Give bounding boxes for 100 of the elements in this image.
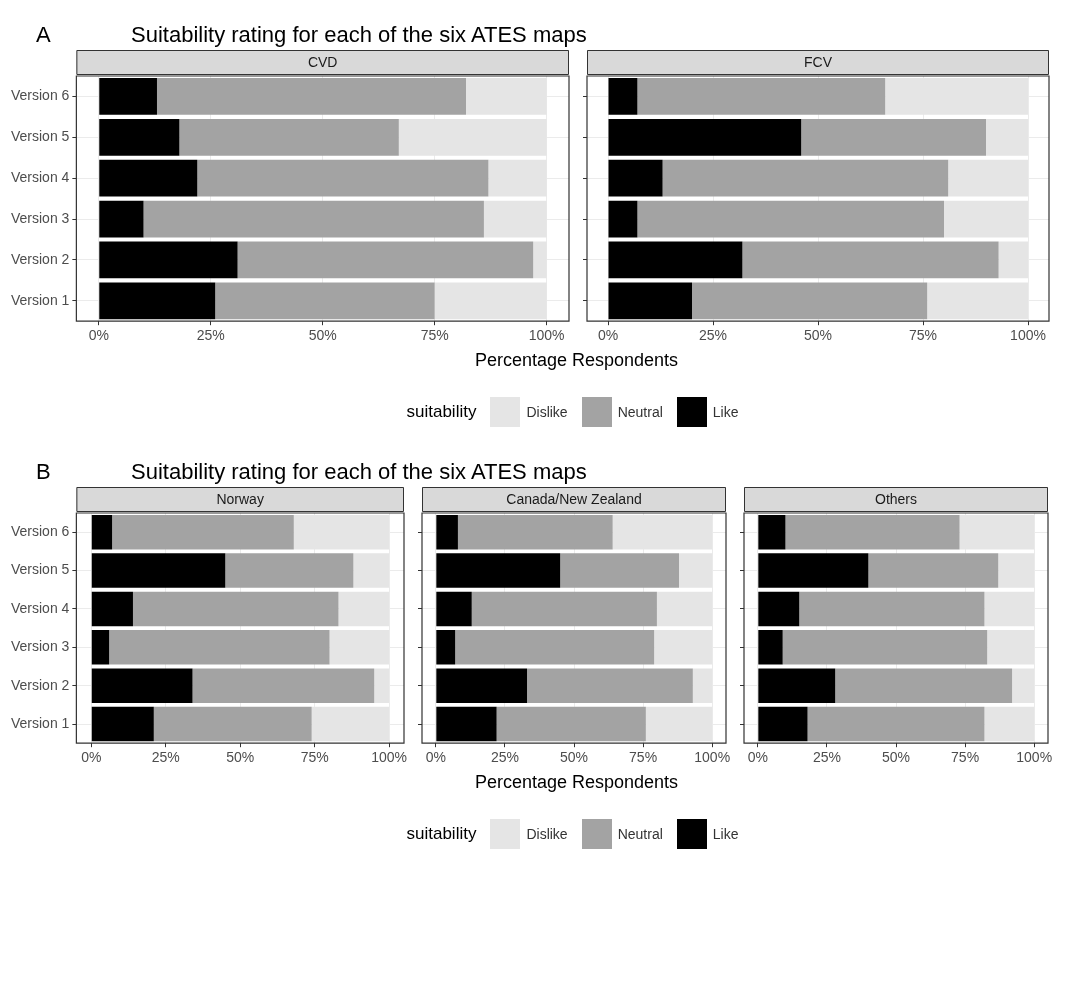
bar [143, 200, 484, 238]
bar [91, 630, 110, 665]
legend-title: suitability [406, 402, 477, 422]
y-tick-label: Version 1 [11, 714, 70, 731]
bar [192, 668, 375, 703]
x-axis-title: Percentage Respondents [473, 772, 680, 793]
bar [758, 514, 786, 550]
text: Like [712, 826, 739, 842]
bar [637, 200, 944, 238]
text: Neutral [617, 826, 663, 842]
bar [662, 159, 949, 197]
bar [758, 591, 800, 627]
x-tick-label: 50% [308, 327, 337, 344]
bar [835, 668, 1013, 703]
x-tick-label: 25% [812, 749, 841, 766]
x-tick-label: 75% [908, 327, 938, 344]
bar [132, 591, 339, 627]
text: B [36, 459, 51, 484]
bar [109, 630, 330, 665]
x-tick-label: 0% [747, 749, 768, 766]
bar [436, 514, 458, 550]
x-tick-label: 75% [420, 327, 449, 344]
y-tick-label: Version 1 [11, 291, 70, 308]
bar [560, 553, 680, 588]
bar [215, 282, 435, 320]
bar [455, 630, 655, 665]
bar [179, 118, 399, 156]
x-tick-label: 75% [951, 749, 980, 766]
bar [99, 159, 198, 197]
x-tick-label: 50% [226, 749, 255, 766]
legend-label: Neutral [617, 404, 663, 420]
bar [153, 706, 312, 742]
bar [436, 591, 472, 627]
x-tick-label: 50% [559, 749, 589, 766]
x-tick-label: 25% [490, 749, 519, 766]
bar [608, 78, 638, 115]
bar [782, 630, 988, 665]
text: A [36, 22, 51, 47]
x-tick-label: 25% [196, 327, 225, 344]
bar [436, 553, 561, 588]
bar [436, 668, 528, 703]
x-tick-label: 75% [300, 749, 329, 766]
x-tick-label: 25% [151, 749, 180, 766]
y-tick-label: Version 4 [11, 169, 70, 186]
bar [91, 553, 226, 588]
y-tick-label: Version 2 [11, 250, 70, 267]
bar [692, 282, 928, 320]
x-tick-label: 0% [597, 327, 619, 344]
y-tick-label: Version 5 [11, 128, 70, 145]
bar [225, 553, 354, 588]
bar [99, 282, 216, 320]
bar [156, 78, 466, 115]
bar [608, 282, 692, 320]
bar [785, 514, 960, 550]
x-tick-label: 75% [629, 749, 658, 766]
chart-subtitle: FCV [804, 53, 833, 70]
bar [608, 118, 802, 156]
x-tick-label: 100% [1010, 327, 1046, 344]
y-tick-label: Version 5 [11, 561, 70, 578]
bar [91, 668, 193, 703]
y-tick-label: Version 6 [11, 87, 70, 104]
bar [758, 706, 808, 742]
x-tick-label: 100% [1016, 749, 1053, 766]
legend-label: Dislike [526, 404, 568, 420]
bar [457, 514, 613, 550]
x-tick-label: 100% [528, 327, 565, 344]
bar [758, 668, 836, 703]
bar [237, 241, 534, 279]
bar [91, 514, 113, 550]
chart-subtitle: CVD [307, 53, 338, 70]
y-tick-label: Version 4 [11, 599, 70, 616]
bar [99, 78, 157, 115]
x-tick-label: 0% [88, 327, 109, 344]
text: Dislike [526, 826, 568, 842]
bar [91, 591, 133, 627]
x-tick-label: 100% [371, 749, 408, 766]
x-axis-title: Percentage Respondents [473, 350, 680, 371]
bar [112, 514, 294, 550]
bar [436, 706, 497, 742]
bar [608, 159, 663, 197]
x-tick-label: 100% [694, 749, 731, 766]
bar [527, 668, 693, 703]
bar [637, 78, 886, 115]
x-tick-label: 0% [81, 749, 102, 766]
bar [758, 630, 783, 665]
x-tick-label: 50% [803, 327, 833, 344]
x-tick-label: 50% [881, 749, 911, 766]
legend-title: suitability [406, 824, 477, 844]
bar [758, 553, 869, 588]
bar [91, 706, 154, 742]
bar [742, 241, 999, 279]
bar [608, 200, 638, 238]
bar [436, 630, 456, 665]
bar [99, 241, 238, 279]
bar [608, 241, 743, 279]
legend-label: Like [712, 404, 739, 420]
chart-subtitle: Norway [216, 490, 264, 507]
y-tick-label: Version 3 [11, 209, 70, 226]
chart-subtitle: Others [874, 490, 918, 507]
bar [197, 159, 489, 197]
